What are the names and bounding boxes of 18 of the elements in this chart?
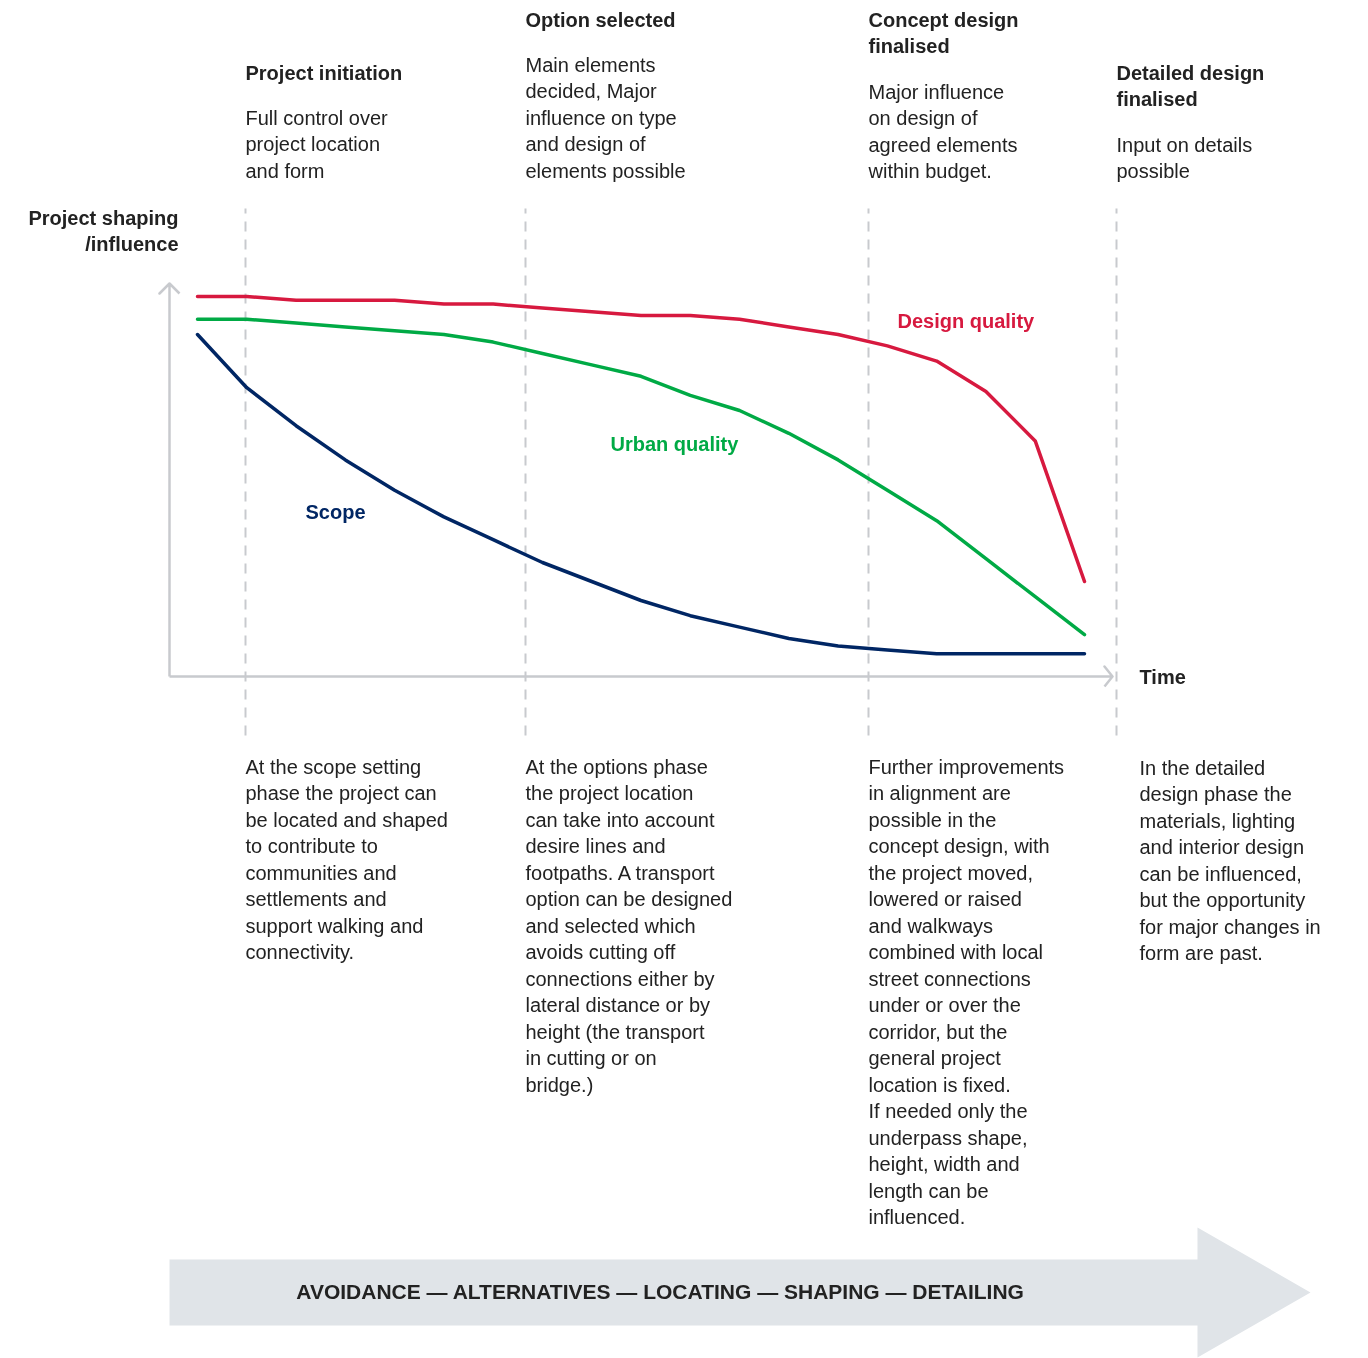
x-axis-title: Time [1139, 665, 1186, 688]
series-label: Urban quality [610, 432, 740, 455]
text: At the options phase the project location can take into account desire lines and footpaths. A transport option can be designed and selected which avoids cutting off connections either by lateral distance or by height (the transport in cutting or on bridge.) [525, 755, 733, 1096]
text: Full control over project location and form [245, 106, 389, 182]
text: Option selected [525, 8, 676, 31]
text: Main elements decided, Major influence on type and design of elements possible [525, 53, 686, 182]
text: Detailed design finalised [1116, 61, 1265, 110]
series-label: Scope [305, 500, 366, 523]
text: Concept design finalised [868, 8, 1019, 57]
y-axis-title: Project shaping /influence [28, 206, 179, 255]
text: Further improvements in alignment are possible in the concept design, with the project moved, lowered or raised and walkways combined with local street connections under or over the corridor, but the general project location is fixed. If needed only the underpass shape, height, width and length can be influenced. [868, 755, 1065, 1228]
text: Input on details possible [1116, 133, 1253, 182]
text: Project initiation [245, 61, 403, 84]
text: In the detailed design phase the materials, lighting and interior design can be influenced, but the opportunity for major changes in form are past. [1139, 756, 1321, 964]
text: AVOIDANCE — ALTERNATIVES — LOCATING — SHAPING — DETAILING [296, 1280, 1024, 1303]
text: At the scope setting phase the project can be located and shaped to contribute to communities and settlements and support walking and connectivity. [245, 755, 448, 963]
series-label: Design quality [897, 309, 1036, 332]
text: Major influence on design of agreed elements within budget. [867, 80, 1018, 182]
